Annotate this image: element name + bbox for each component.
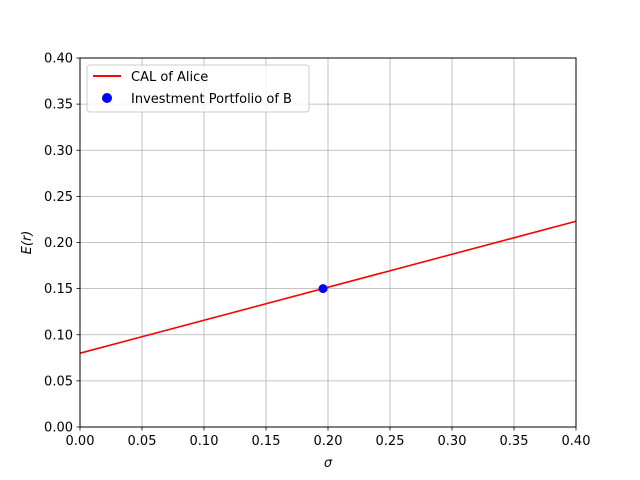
portfolio-point bbox=[318, 284, 328, 294]
x-axis-label: σ bbox=[324, 456, 333, 471]
x-tick-label: 0.15 bbox=[252, 434, 281, 449]
y-tick-label: 0.35 bbox=[44, 98, 73, 113]
legend-dot-marker bbox=[102, 93, 112, 103]
y-tick-label: 0.40 bbox=[44, 52, 73, 67]
y-tick-label: 0.00 bbox=[44, 421, 73, 436]
x-tick-label: 0.00 bbox=[66, 434, 95, 449]
x-tick-label: 0.25 bbox=[376, 434, 405, 449]
y-tick-label: 0.25 bbox=[44, 190, 73, 205]
cal-line bbox=[79, 220, 577, 354]
y-tick-label: 0.15 bbox=[44, 282, 73, 297]
y-tick-label: 0.10 bbox=[44, 328, 73, 343]
y-axis-label: E(r) bbox=[20, 231, 35, 255]
legend-box bbox=[86, 64, 310, 113]
y-tick-label: 0.20 bbox=[44, 236, 73, 251]
legend-label-portfolio: Investment Portfolio of B bbox=[131, 92, 292, 107]
x-tick-label: 0.40 bbox=[562, 434, 591, 449]
x-tick-label: 0.10 bbox=[190, 434, 219, 449]
x-tick-label: 0.05 bbox=[128, 434, 157, 449]
x-tick-label: 0.30 bbox=[438, 434, 467, 449]
y-tick-label: 0.05 bbox=[44, 374, 73, 389]
x-tick-label: 0.35 bbox=[500, 434, 529, 449]
x-tick-label: 0.20 bbox=[314, 434, 343, 449]
legend-label-cal: CAL of Alice bbox=[131, 70, 208, 85]
axis-ticks: 0.00 0.05 0.10 0.15 0.20 0.25 0.30 0.35 0.40 0.00… bbox=[44, 52, 590, 450]
plot-area bbox=[79, 220, 577, 354]
y-tick-label: 0.30 bbox=[44, 144, 73, 159]
legend: CAL of Alice Investment Portfolio of B bbox=[86, 64, 310, 113]
